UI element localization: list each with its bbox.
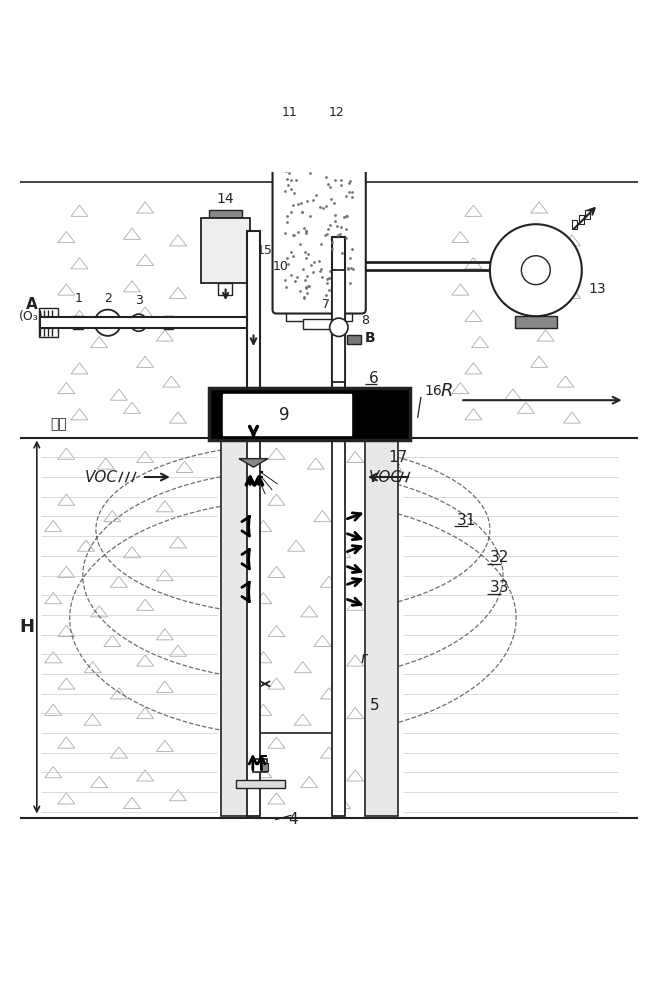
Circle shape <box>95 310 121 336</box>
Text: 11: 11 <box>282 106 297 119</box>
Text: 1: 1 <box>74 292 82 305</box>
Bar <box>220 438 253 816</box>
Text: 5: 5 <box>370 698 380 713</box>
Text: 3: 3 <box>135 294 143 307</box>
Text: 4: 4 <box>288 812 297 827</box>
Bar <box>40 317 247 328</box>
Bar <box>332 270 345 382</box>
Text: 7: 7 <box>322 298 330 311</box>
Bar <box>365 438 398 816</box>
Polygon shape <box>239 459 268 467</box>
Text: B: B <box>365 331 376 345</box>
Bar <box>73 316 84 329</box>
Text: 8: 8 <box>361 314 369 327</box>
Bar <box>247 370 260 816</box>
Text: 6: 6 <box>368 371 378 386</box>
Bar <box>164 316 173 329</box>
Text: 7: 7 <box>253 282 261 296</box>
Bar <box>209 388 410 440</box>
Text: 9: 9 <box>279 406 290 424</box>
Bar <box>201 218 250 283</box>
Bar <box>585 210 590 219</box>
Circle shape <box>130 314 147 331</box>
Circle shape <box>281 124 305 147</box>
Text: 17: 17 <box>388 450 407 465</box>
Text: 13: 13 <box>588 282 606 296</box>
Bar <box>286 310 352 321</box>
Text: 12: 12 <box>329 106 345 119</box>
Bar <box>332 237 345 388</box>
Bar <box>273 279 288 293</box>
Bar <box>39 308 59 337</box>
Bar <box>291 144 347 151</box>
Bar <box>261 763 268 771</box>
Bar <box>284 151 354 159</box>
Text: A: A <box>26 297 38 312</box>
Bar <box>222 394 351 435</box>
Text: 16: 16 <box>424 384 442 398</box>
Bar <box>572 220 577 229</box>
Bar <box>303 319 336 329</box>
Bar <box>515 316 557 328</box>
Text: 33: 33 <box>490 580 509 595</box>
Bar <box>209 210 242 218</box>
Circle shape <box>490 224 582 316</box>
Text: 15: 15 <box>257 244 272 257</box>
Bar <box>253 759 266 772</box>
Text: VOC: VOC <box>368 470 401 485</box>
Bar <box>247 231 260 388</box>
Text: 10: 10 <box>272 260 288 273</box>
Bar <box>236 780 285 788</box>
Text: (O₃): (O₃) <box>18 310 43 323</box>
Bar <box>218 283 232 295</box>
Text: H: H <box>20 618 34 636</box>
Text: R: R <box>441 382 453 400</box>
Circle shape <box>521 256 550 285</box>
Text: 地面: 地面 <box>50 417 66 431</box>
Text: 32: 32 <box>490 550 509 565</box>
Bar <box>578 215 584 224</box>
Bar <box>347 335 361 344</box>
Circle shape <box>330 318 348 337</box>
Text: 14: 14 <box>216 192 234 206</box>
Text: r: r <box>360 651 367 666</box>
Text: 31: 31 <box>457 513 476 528</box>
Text: VOC: VOC <box>85 470 118 485</box>
FancyBboxPatch shape <box>272 155 366 314</box>
Bar <box>332 370 345 816</box>
Text: 2: 2 <box>104 292 112 305</box>
